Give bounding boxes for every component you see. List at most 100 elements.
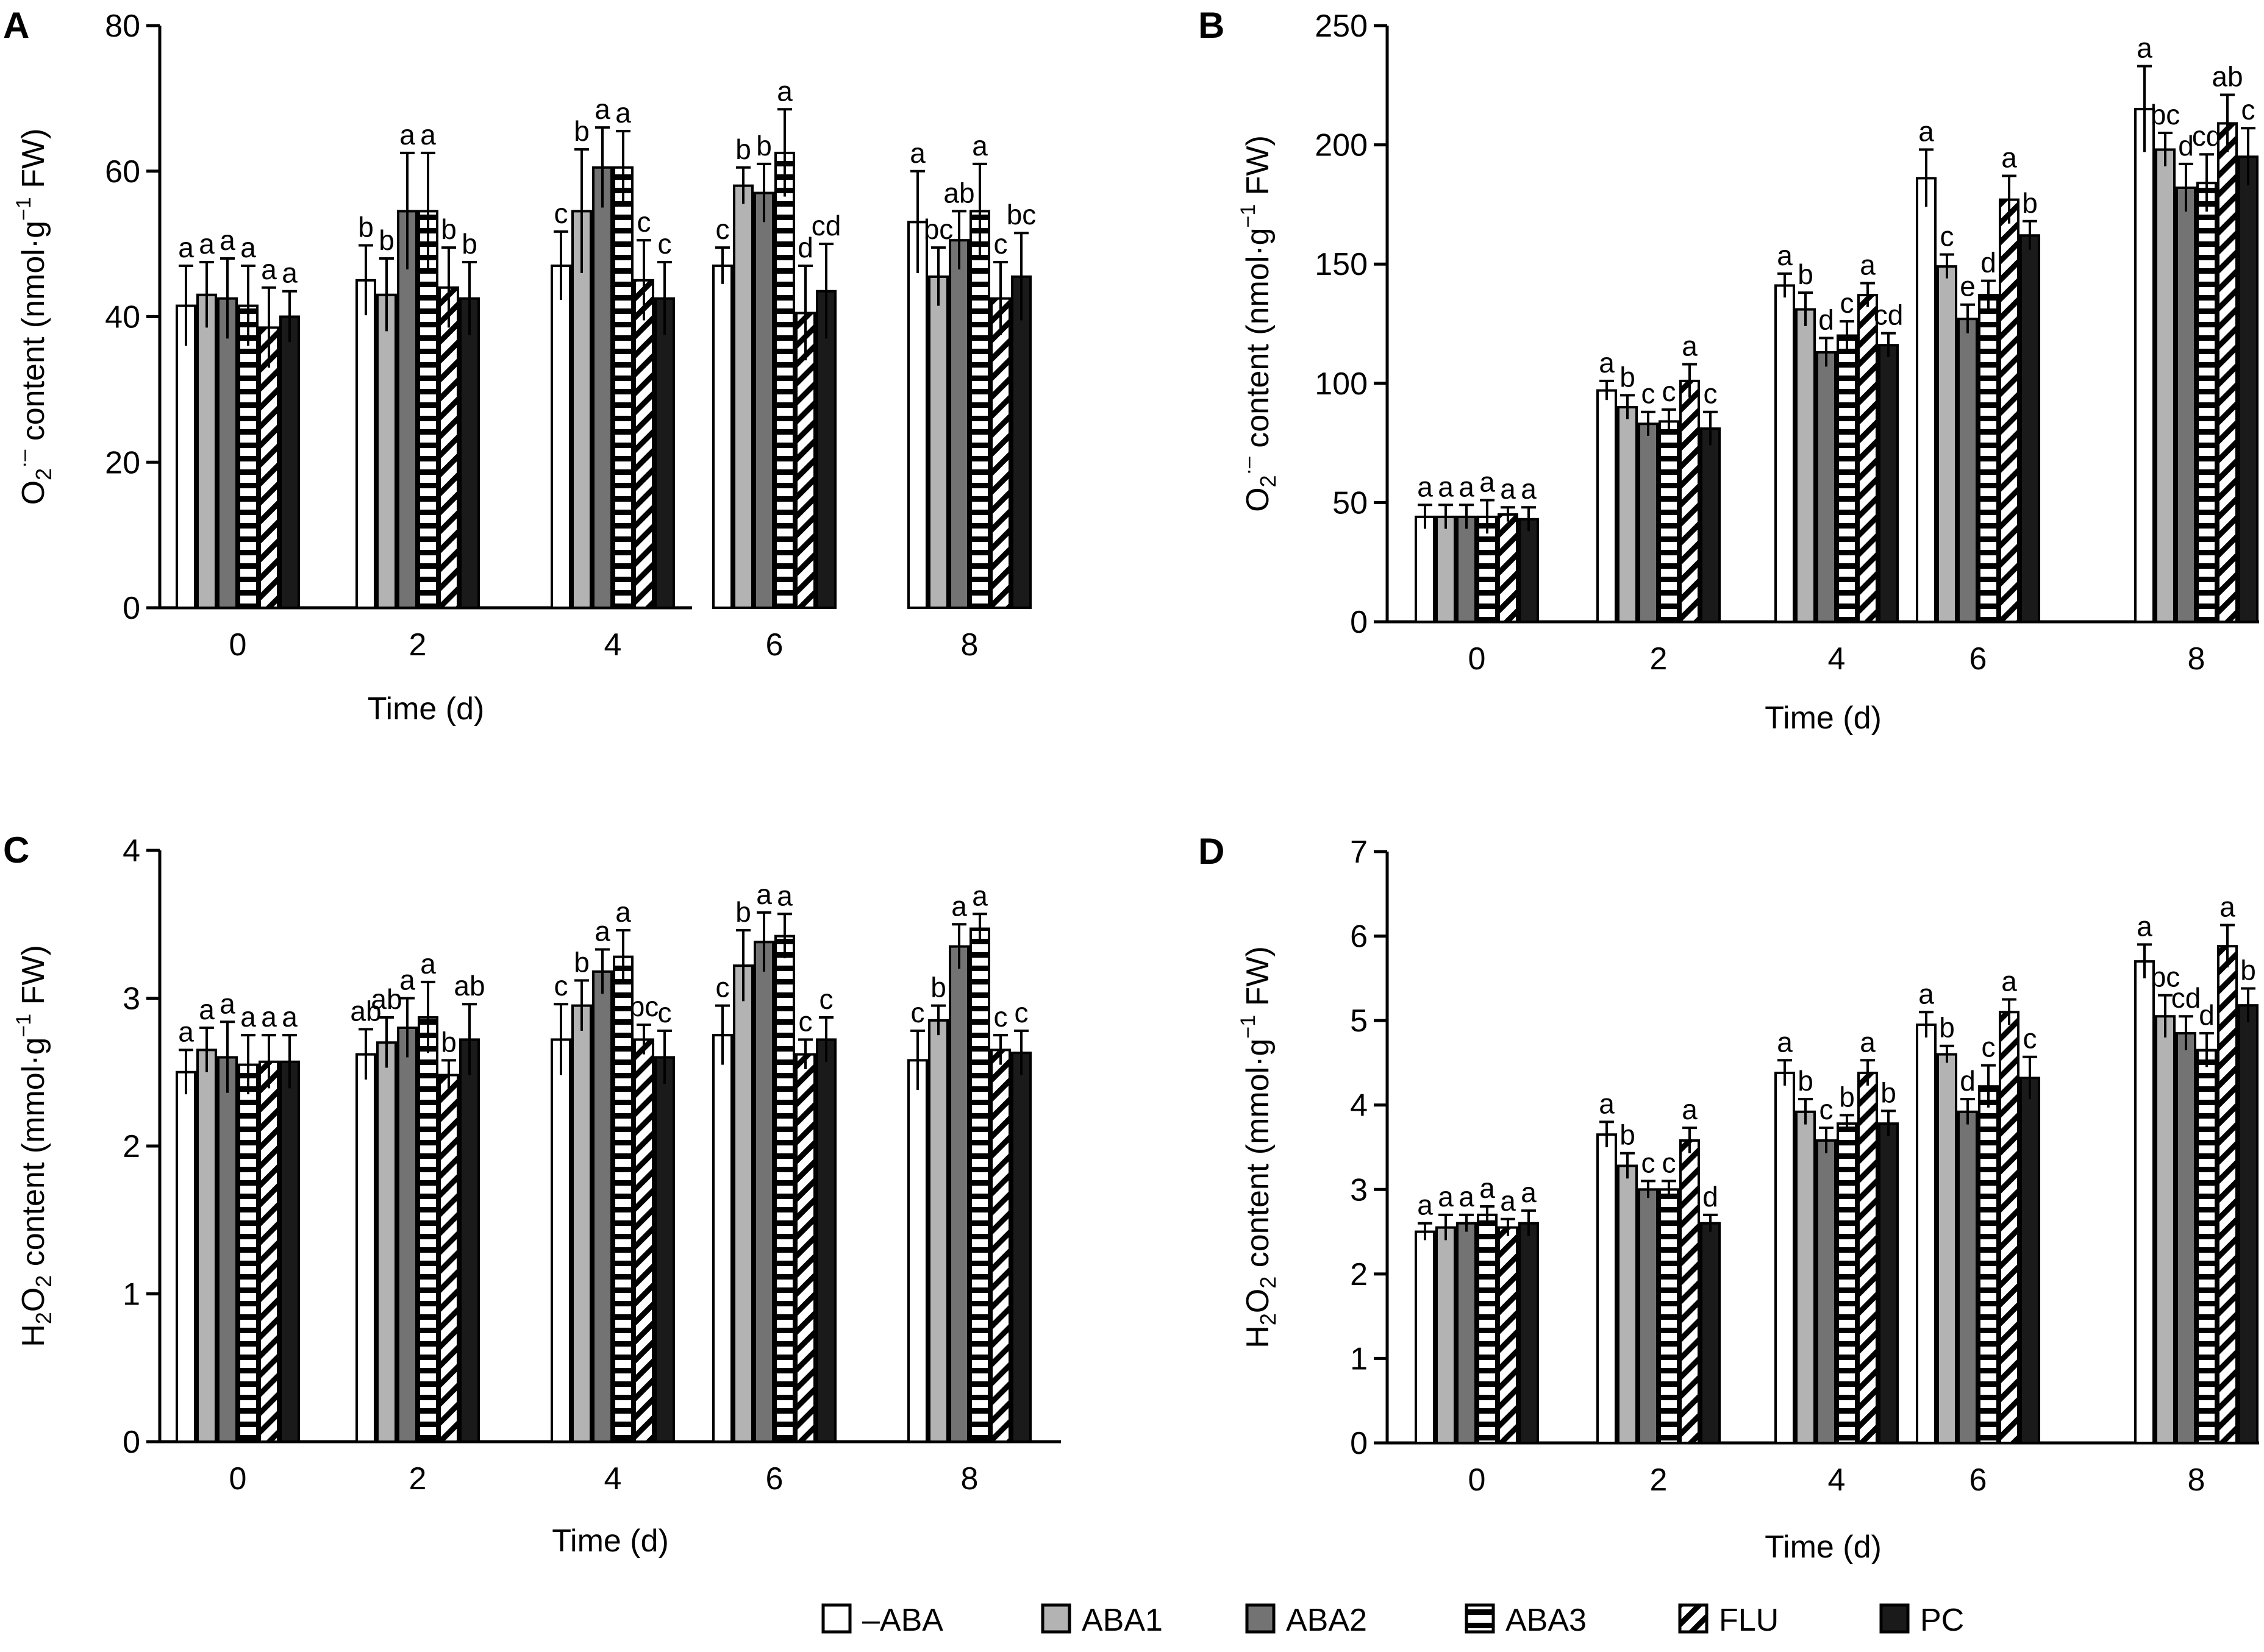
bar-aba1 xyxy=(1435,1226,1456,1444)
significance-label: b xyxy=(1798,258,1813,290)
bar-aba2 xyxy=(397,210,418,609)
bar-aba2 xyxy=(1957,318,1978,624)
significance-label: a xyxy=(615,97,631,129)
significance-label: a xyxy=(1599,1088,1615,1119)
bar-pc xyxy=(816,290,837,609)
x-tick-label: 4 xyxy=(1828,1462,1846,1498)
bar-aba xyxy=(1596,1133,1617,1444)
significance-label: a xyxy=(1918,115,1934,147)
significance-label: c xyxy=(2023,1023,2037,1055)
significance-label: b xyxy=(379,224,395,256)
significance-label: b xyxy=(462,228,477,260)
panel-c: C 0 1 2 3 4 0 2 4 6 8 Time (d) H2O2 content (mmol·g−… xyxy=(3,830,1061,1559)
significance-label: a xyxy=(2137,910,2152,942)
y-tick-label: 0 xyxy=(1350,605,1368,640)
bar-aba xyxy=(1916,177,1937,624)
bar-aba1 xyxy=(733,184,754,609)
significance-label: c xyxy=(716,972,730,1003)
significance-label: a xyxy=(1459,1181,1474,1212)
bar-flu xyxy=(634,279,654,609)
significance-label: b xyxy=(441,213,457,245)
significance-label: a xyxy=(777,75,793,107)
x-tick-label: 8 xyxy=(961,1461,979,1497)
bar-flu xyxy=(1679,379,1700,623)
x-axis-title: Time (d) xyxy=(1765,700,1882,736)
significance-label: bc xyxy=(1007,199,1037,230)
x-tick-label: 2 xyxy=(1650,1462,1668,1498)
significance-label: a xyxy=(951,890,967,922)
bar-aba3 xyxy=(613,955,634,1443)
bar-aba2 xyxy=(754,191,774,609)
significance-label: a xyxy=(1417,1189,1433,1221)
bar-aba1 xyxy=(733,964,754,1443)
x-tick-label: 8 xyxy=(2188,1462,2205,1498)
significance-label: c xyxy=(716,213,730,245)
significance-label: a xyxy=(261,254,277,285)
bar-aba xyxy=(712,264,733,609)
significance-label: b xyxy=(358,212,374,243)
bar-aba1 xyxy=(2155,1015,2176,1444)
bar-aba3 xyxy=(774,935,795,1443)
bar-aba2 xyxy=(1456,1222,1477,1444)
bar-pc xyxy=(1878,1122,1899,1444)
x-tick-label: 4 xyxy=(1828,641,1846,677)
significance-label: c xyxy=(1940,221,1954,252)
significance-label: b xyxy=(574,115,590,147)
significance-label: c xyxy=(554,198,568,229)
bar-aba1 xyxy=(1617,1164,1638,1444)
bar-aba3 xyxy=(2196,1049,2217,1444)
x-axis-title: Time (d) xyxy=(1765,1529,1882,1565)
significance-label: b xyxy=(2240,954,2256,986)
significance-label: a xyxy=(1500,1185,1516,1217)
bar-aba xyxy=(712,1034,733,1443)
significance-label: cd xyxy=(2192,120,2222,152)
bar-flu xyxy=(990,1049,1011,1443)
significance-label: b xyxy=(1939,1012,1955,1044)
y-tick-label: 0 xyxy=(1350,1426,1368,1461)
significance-label: b xyxy=(1798,1065,1813,1097)
bar-aba xyxy=(551,1038,571,1443)
y-tick-label: 4 xyxy=(123,833,140,869)
panel-b: B 0 50 100 150 200 250 0 2 4 6 8 Time (d) O2·– conten… xyxy=(1198,5,2259,736)
x-axis-title: Time (d) xyxy=(368,691,485,727)
bar-aba2 xyxy=(2176,187,2196,623)
panel-letter: C xyxy=(3,830,29,871)
y-tick-label: 2 xyxy=(1350,1257,1368,1292)
bar-aba xyxy=(355,1053,376,1443)
bar-aba2 xyxy=(1638,1188,1659,1445)
significance-label: a xyxy=(199,994,215,1025)
significance-label: a xyxy=(282,257,298,289)
y-axis-title: H2O2 content (mmol·g−1 FW) xyxy=(12,945,56,1347)
legend: –ABA ABA1 ABA2 ABA3 FLU PC xyxy=(821,1603,1964,1638)
bar-flu xyxy=(1498,1226,1518,1444)
legend-label: FLU xyxy=(1719,1603,1779,1638)
bar-pc xyxy=(654,297,675,609)
bar-pc xyxy=(279,315,300,609)
significance-label: a xyxy=(1777,1026,1793,1058)
significance-label: a xyxy=(1918,978,1934,1009)
significance-label: a xyxy=(972,880,988,911)
significance-label: b xyxy=(735,896,751,928)
significance-label: b xyxy=(930,972,946,1003)
significance-label: a xyxy=(1479,466,1495,497)
y-tick-label: 150 xyxy=(1315,247,1368,282)
bar-pc xyxy=(2238,1004,2259,1444)
significance-label: c xyxy=(1662,376,1676,407)
bar-aba1 xyxy=(928,275,949,609)
significance-label: a xyxy=(2001,141,2017,173)
significance-label: a xyxy=(1521,473,1537,505)
y-tick-label: 3 xyxy=(1350,1172,1368,1208)
significance-label: ab xyxy=(350,995,381,1027)
significance-label: a xyxy=(2137,32,2152,64)
legend-label: ABA2 xyxy=(1286,1603,1367,1638)
bar-aba xyxy=(1596,389,1617,623)
bar-aba2 xyxy=(1456,515,1477,624)
significance-label: d xyxy=(1818,304,1834,335)
bar-flu xyxy=(1679,1139,1700,1445)
significance-label: a xyxy=(777,880,793,911)
x-tick-label: 8 xyxy=(2188,641,2205,677)
significance-label: bc xyxy=(2151,99,2180,130)
x-tick-label: 0 xyxy=(1468,641,1486,677)
y-tick-label: 6 xyxy=(1350,919,1368,955)
